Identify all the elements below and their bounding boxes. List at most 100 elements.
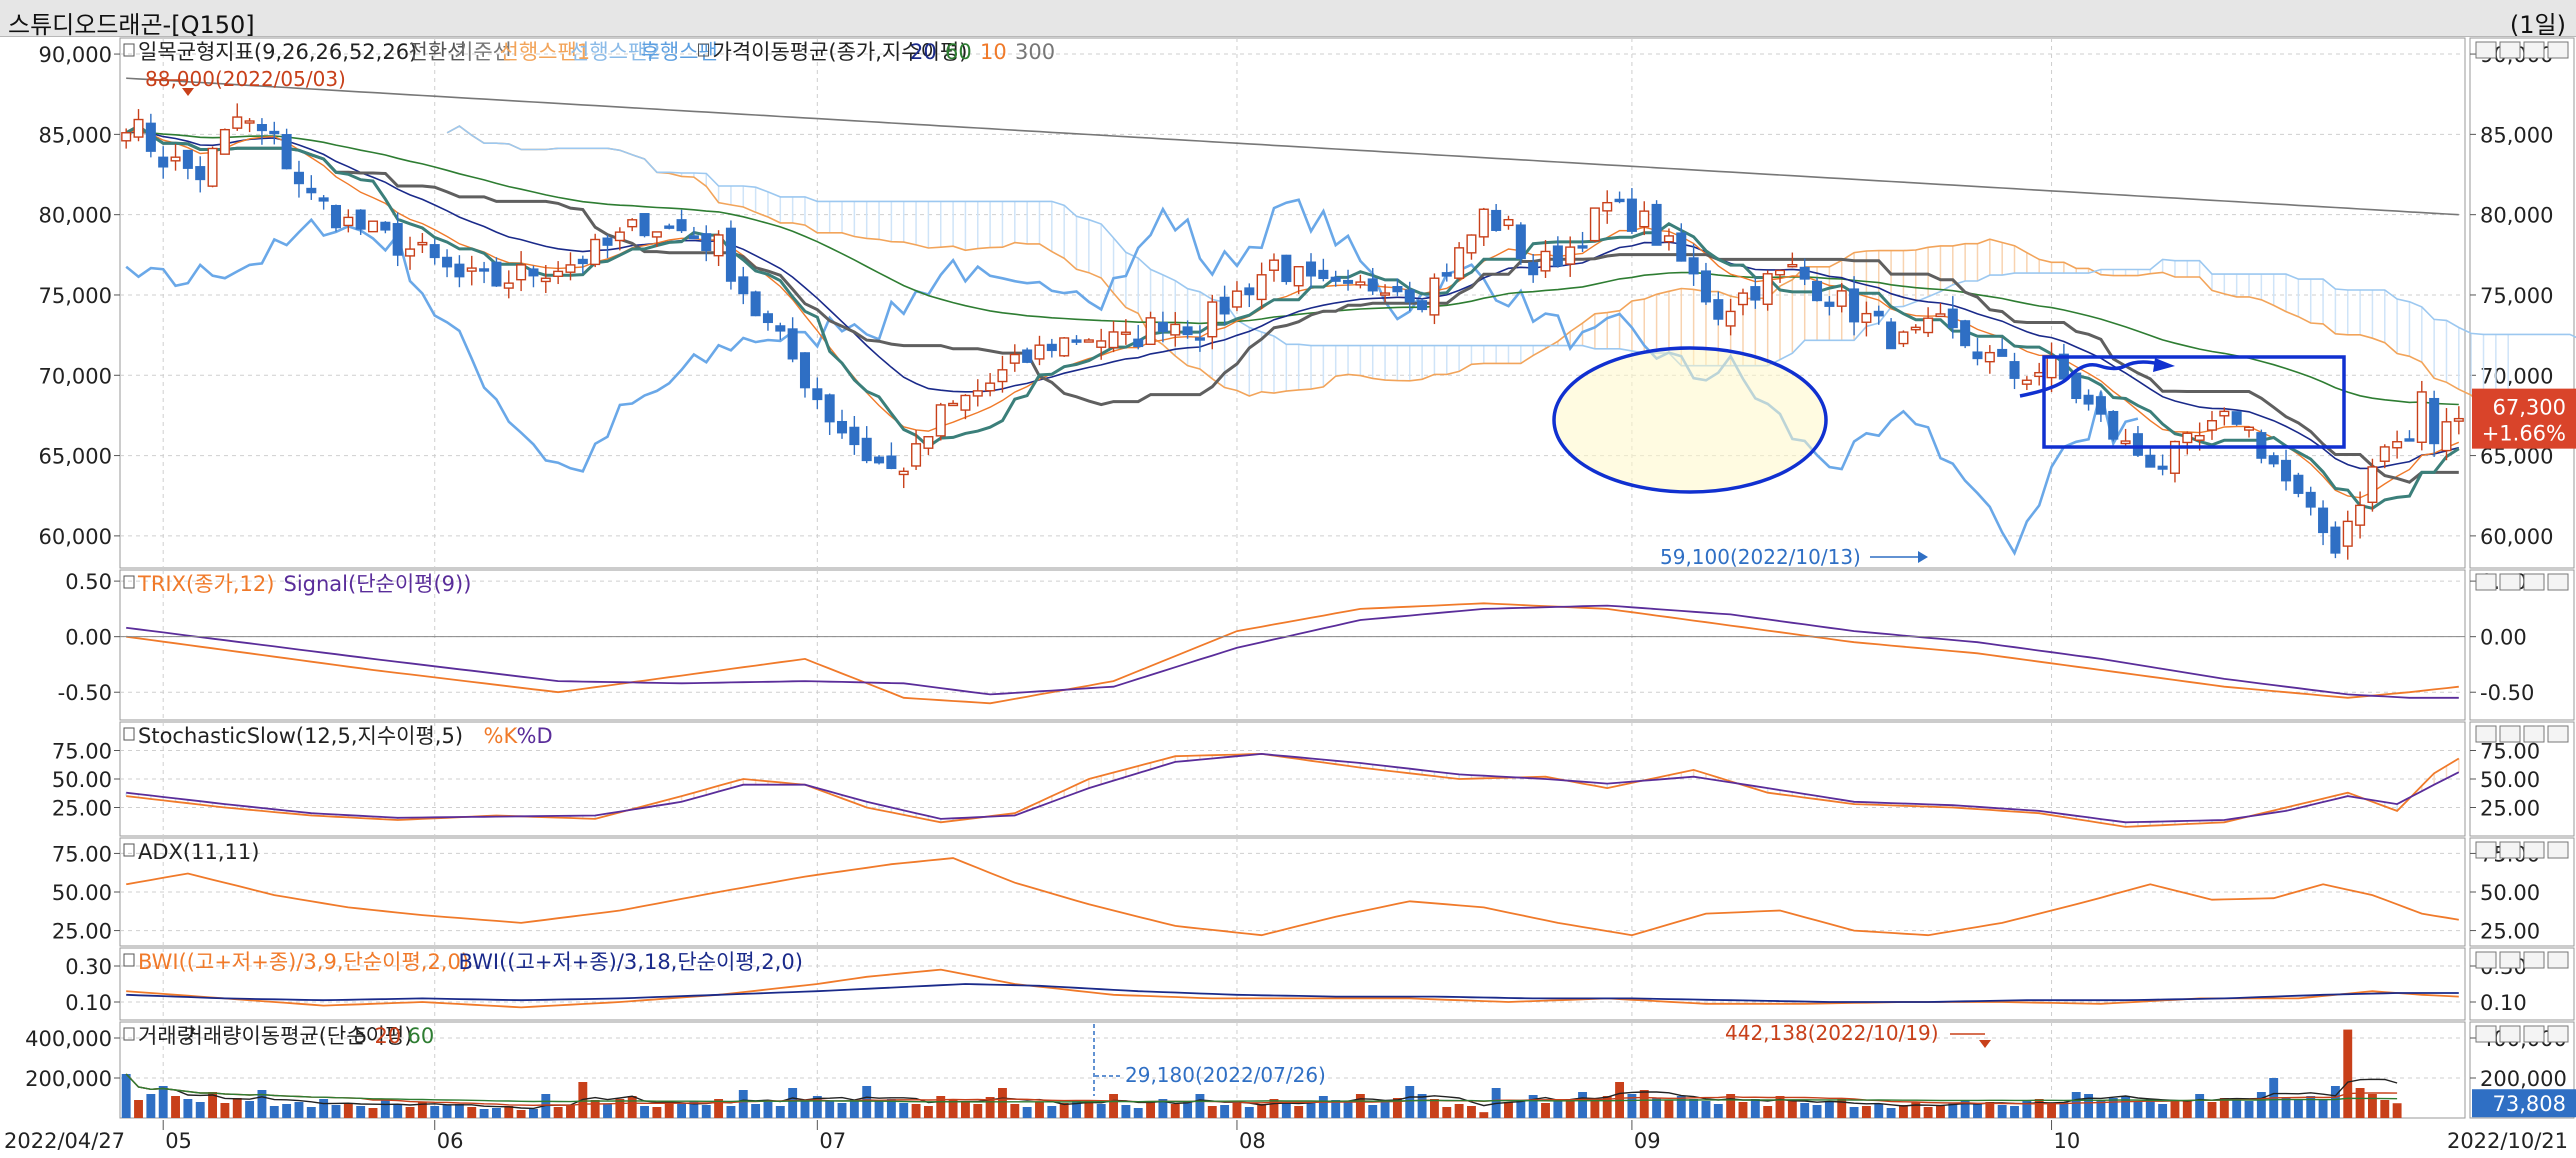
candle: [1059, 337, 1070, 357]
minimize-icon[interactable]: [2499, 41, 2521, 59]
volume-bar: [1220, 1105, 1230, 1118]
volume-bar: [1232, 1103, 1242, 1118]
volume-bar: [245, 1101, 255, 1118]
candle: [2367, 466, 2378, 503]
legend-item: 거래량: [138, 1024, 196, 1048]
candle: [1491, 209, 1502, 231]
candle: [1293, 266, 1304, 287]
close-icon[interactable]: [2547, 841, 2569, 859]
volume-bar: [1479, 1112, 1489, 1118]
minimize-icon[interactable]: [2499, 951, 2521, 969]
maximize-icon[interactable]: [2523, 725, 2545, 743]
volume-bar: [1948, 1103, 1958, 1118]
candle: [133, 118, 144, 138]
close-icon[interactable]: [2547, 1025, 2569, 1043]
candle: [2392, 441, 2403, 449]
volume-bar: [1133, 1108, 1143, 1118]
candle: [2120, 440, 2131, 445]
volume-bar: [1837, 1099, 1847, 1118]
legend-icon: [123, 575, 135, 589]
candle: [923, 436, 934, 449]
maximize-icon[interactable]: [2523, 41, 2545, 59]
volume-bar: [1318, 1096, 1328, 1118]
window-titlebar: 스튜디오드래곤-[Q150] (1일): [0, 0, 2576, 39]
chart-settings-icon[interactable]: [2475, 573, 2497, 591]
chart-settings-icon[interactable]: [2475, 1025, 2497, 1043]
target-zone-box[interactable]: [2042, 355, 2346, 449]
volume-bar: [2047, 1104, 2056, 1118]
candle: [602, 237, 613, 246]
candle: [1651, 203, 1662, 246]
candle: [2429, 397, 2440, 445]
candle: [1145, 317, 1156, 345]
volume-bar: [2121, 1096, 2131, 1118]
close-icon[interactable]: [2547, 951, 2569, 969]
chart-settings-icon[interactable]: [2475, 41, 2497, 59]
candle: [355, 209, 366, 230]
legend-item: Signal(단순이평(9)): [284, 572, 472, 596]
volume-bar: [1010, 1104, 1020, 1118]
candle: [2058, 353, 2069, 380]
y-tick-label-right: 50.00: [2480, 881, 2540, 905]
maximize-icon[interactable]: [2523, 1025, 2545, 1043]
minimize-icon[interactable]: [2499, 841, 2521, 859]
volume-bar: [1713, 1104, 1723, 1118]
candle: [1947, 308, 1958, 329]
chart-settings-icon[interactable]: [2475, 841, 2497, 859]
candle: [2379, 446, 2390, 462]
candle: [565, 264, 576, 273]
volume-bar: [1738, 1102, 1748, 1118]
candle: [429, 244, 440, 259]
volume-bar: [1973, 1104, 1982, 1118]
y-tick-label-left: 80,000: [39, 204, 112, 228]
volume-bar: [1072, 1100, 1081, 1118]
candle: [503, 282, 514, 289]
panel-bwi: [119, 947, 2466, 1021]
minimize-icon[interactable]: [2499, 1025, 2521, 1043]
maximize-icon[interactable]: [2523, 951, 2545, 969]
volume-bar: [516, 1110, 526, 1118]
series-line-4-0: [126, 968, 2459, 1009]
candle: [997, 369, 1008, 383]
candle: [2194, 434, 2205, 441]
close-icon[interactable]: [2547, 725, 2569, 743]
legend-item: 300: [1015, 40, 1055, 64]
y-tick-label-left: 65,000: [39, 445, 112, 469]
close-icon[interactable]: [2547, 41, 2569, 59]
volume-bar: [1800, 1103, 1810, 1118]
chart-settings-icon[interactable]: [2475, 951, 2497, 969]
volume-bar: [726, 1106, 736, 1118]
x-tick-label-month: 09: [1634, 1129, 1661, 1153]
period-label[interactable]: (1일): [2509, 11, 2566, 39]
x-tick-label-month: 10: [2054, 1129, 2081, 1153]
stock-chart[interactable]: 90,00090,00085,00085,00080,00080,00075,0…: [0, 36, 2576, 1158]
close-icon[interactable]: [2547, 573, 2569, 591]
volume-bar: [2256, 1092, 2266, 1118]
volume-bar: [1035, 1102, 1044, 1118]
volume-bar: [2071, 1092, 2081, 1118]
candle: [306, 187, 317, 194]
trend-arrow-path[interactable]: [2019, 360, 2169, 398]
right-axis-price: [2469, 37, 2575, 569]
candle: [1935, 313, 1946, 318]
candle: [2305, 491, 2316, 508]
volume-bar: [2084, 1094, 2094, 1118]
candle: [1244, 287, 1255, 296]
series-line-1-1: [126, 604, 2459, 699]
candle: [2416, 391, 2427, 443]
candle: [676, 219, 687, 232]
legend-item: 10: [980, 40, 1007, 64]
minimize-icon[interactable]: [2499, 725, 2521, 743]
volume-bar: [442, 1105, 452, 1118]
candle: [1923, 317, 1934, 334]
highlight-ellipse[interactable]: [1552, 346, 1828, 494]
chart-settings-icon[interactable]: [2475, 725, 2497, 743]
maximize-icon[interactable]: [2523, 841, 2545, 859]
volume-bar: [960, 1102, 970, 1118]
maximize-icon[interactable]: [2523, 573, 2545, 591]
candle: [750, 291, 761, 317]
volume-bar: [405, 1107, 415, 1118]
legend-item: 선행스팬1: [500, 40, 591, 64]
minimize-icon[interactable]: [2499, 573, 2521, 591]
legend-item: 60: [945, 40, 972, 64]
